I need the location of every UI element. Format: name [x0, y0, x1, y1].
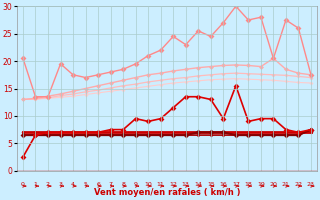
X-axis label: Vent moyen/en rafales ( km/h ): Vent moyen/en rafales ( km/h )	[94, 188, 240, 197]
